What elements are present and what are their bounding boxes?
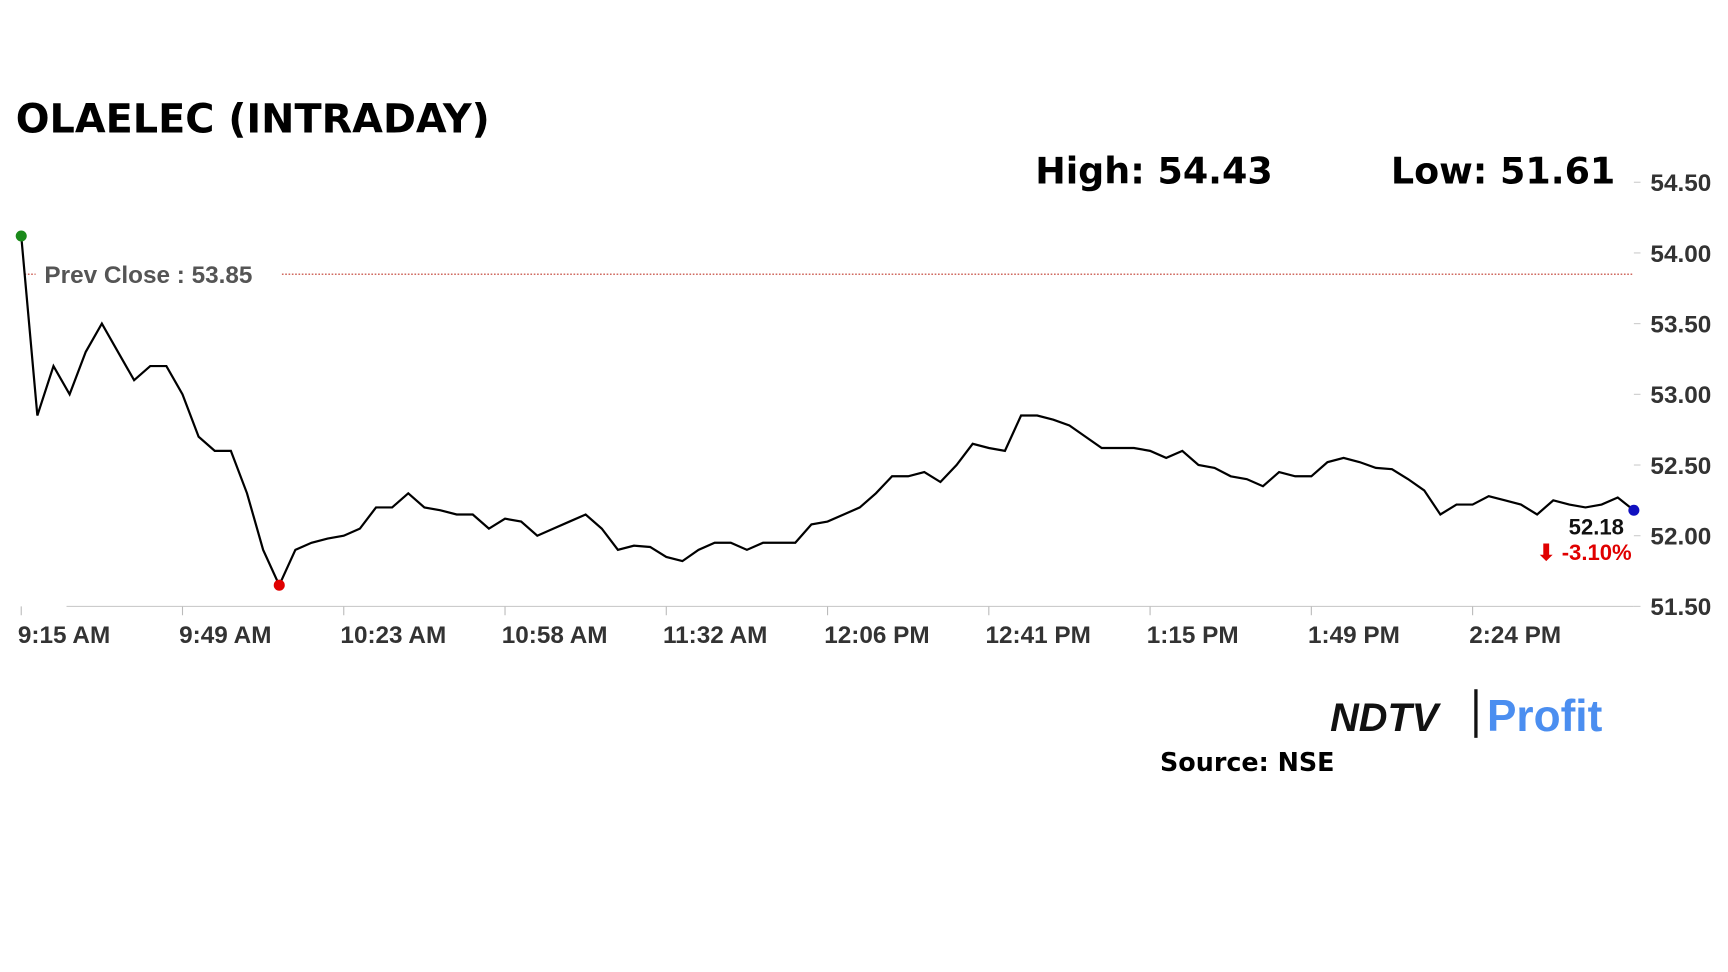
start-marker [15,230,27,242]
low-text: Low: 51.61 [1391,149,1615,192]
y-tick-label: 53.00 [1650,382,1711,409]
end-marker [1628,504,1640,516]
price-line [20,235,1635,588]
source: Source: NSE [1160,747,1334,777]
y-tick-label: 53.50 [1650,311,1711,338]
x-tick-label: 1:15 PM [1147,622,1239,649]
x-tick-label: 2:24 PM [1469,622,1561,649]
last-price-label: 52.18 [1569,515,1624,540]
x-tick-label: 10:58 AM [502,622,608,649]
x-tick-label: 12:41 PM [986,622,1091,649]
x-tick-label: 10:23 AM [340,622,446,649]
logo: NDTV Profit [1330,689,1603,741]
high-text: High: 54.43 [1035,149,1273,192]
chart-title: OLAELEC (INTRADAY) [16,97,490,143]
logo-right: Profit [1487,692,1603,741]
x-tick-label: 9:49 AM [179,622,271,649]
low-marker [273,579,285,591]
x-tick-label: 12:06 PM [824,622,929,649]
x-tick-label: 1:49 PM [1308,622,1400,649]
y-tick-label: 54.00 [1650,241,1711,268]
y-tick-label: 52.50 [1650,453,1711,480]
y-tick-label: 51.50 [1650,594,1711,621]
y-tick-label: 52.00 [1650,524,1711,551]
x-tick-label: 9:15 AM [18,622,110,649]
y-tick-label: 54.50 [1650,170,1711,197]
change-label: ⬇ -3.10% [1537,540,1632,565]
x-tick-label: 11:32 AM [663,622,767,649]
prev-close-label: Prev Close : 53.85 [44,262,252,289]
logo-left: NDTV [1330,696,1442,740]
